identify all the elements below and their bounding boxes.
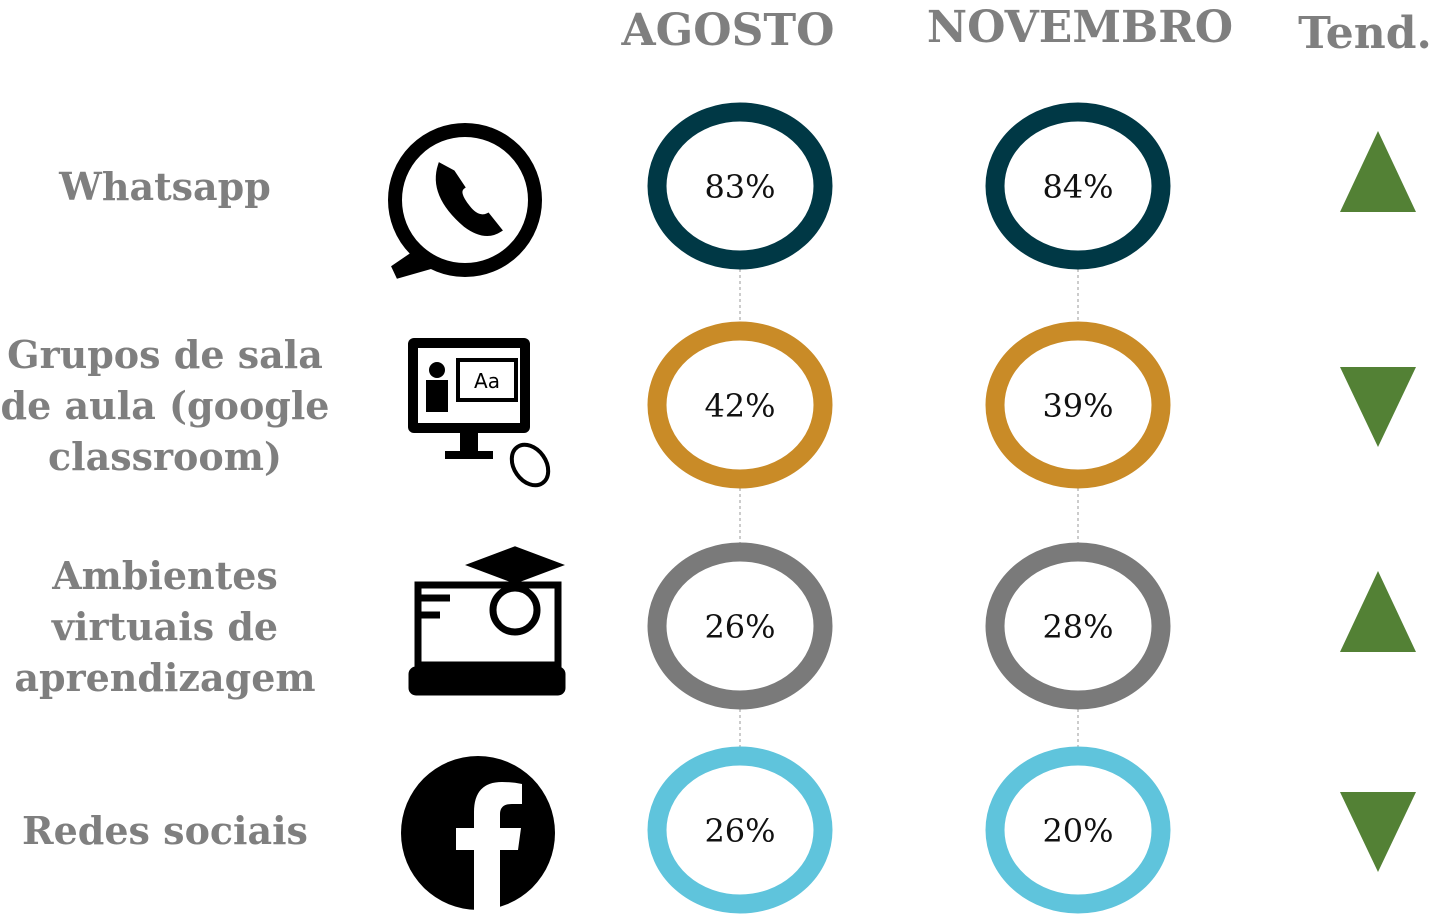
- trend-arrow: [1340, 571, 1416, 652]
- row-label: classroom): [48, 434, 282, 479]
- trend-arrow: [1340, 792, 1416, 872]
- value-ring: [985, 542, 1171, 710]
- value-ring: [647, 542, 833, 710]
- svg-text:Aa: Aa: [474, 369, 500, 393]
- row-label: Grupos de sala: [7, 332, 323, 377]
- trend-arrow: [1340, 131, 1416, 212]
- row-label: aprendizagem: [14, 655, 315, 700]
- value: 26%: [704, 608, 775, 646]
- row-label: virtuais de: [51, 604, 278, 649]
- value: 26%: [704, 812, 775, 850]
- value-ring: [647, 321, 833, 489]
- row-label: Ambientes: [51, 553, 278, 598]
- value: 28%: [1042, 608, 1113, 646]
- value-ring: [647, 102, 833, 270]
- value-ring: [985, 102, 1171, 270]
- column-header: AGOSTO: [621, 5, 835, 56]
- row-label: Whatsapp: [58, 164, 271, 209]
- facebook-icon: [401, 756, 555, 910]
- value: 39%: [1042, 387, 1113, 425]
- value: 20%: [1042, 812, 1113, 850]
- classroom-icon: Aa: [408, 338, 551, 488]
- value-ring: [985, 321, 1171, 489]
- row-label: de aula (google: [1, 383, 330, 428]
- value-ring: [647, 746, 833, 914]
- value-ring: [985, 746, 1171, 914]
- whatsapp-icon: [388, 123, 542, 279]
- value: 84%: [1042, 168, 1113, 206]
- elearning-icon: [408, 546, 566, 696]
- value: 83%: [704, 168, 775, 206]
- column-header: NOVEMBRO: [927, 2, 1233, 53]
- row-label: Redes sociais: [22, 808, 308, 853]
- column-header: Tend.: [1298, 8, 1432, 59]
- value: 42%: [704, 387, 775, 425]
- trend-arrow: [1340, 367, 1416, 447]
